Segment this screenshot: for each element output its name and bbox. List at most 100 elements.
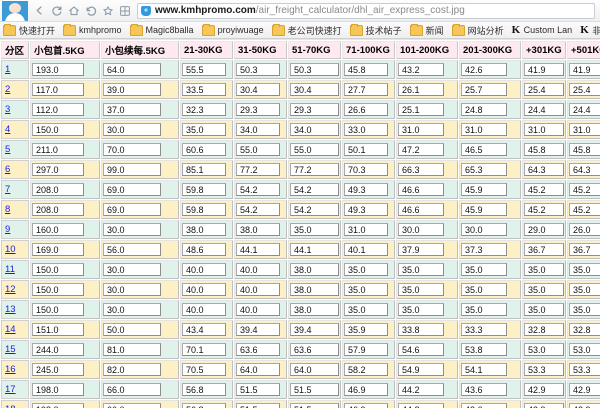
col-header-addl-half[interactable]: 小包续每.5KG [101, 41, 179, 59]
rate-cell: 45.8 [567, 140, 600, 159]
bookmark-item[interactable]: 网站分析 [451, 23, 504, 37]
col-header-201-300kg[interactable]: 201-300KG [459, 41, 521, 59]
bookmark-item[interactable]: 老公司快速打 [271, 23, 342, 37]
rate-value: 29.0 [524, 223, 564, 236]
zone-cell[interactable]: 8 [1, 200, 29, 219]
table-row: 12 150.0 30.0 40.0 40.0 38.0 35.0 35.0 35.0 35.0 3… [1, 280, 600, 299]
undo-icon[interactable] [82, 2, 99, 19]
rate-value: 35.0 [398, 283, 444, 296]
bookmark-item[interactable]: kmhpromo [63, 23, 122, 36]
rate-value: 45.8 [524, 143, 564, 156]
zone-cell[interactable]: 5 [1, 140, 29, 159]
rate-value: 30.0 [103, 223, 161, 236]
zone-link[interactable]: 14 [5, 324, 16, 335]
zone-cell[interactable]: 14 [1, 320, 29, 339]
zone-cell[interactable]: 3 [1, 100, 29, 119]
zone-cell[interactable]: 2 [1, 80, 29, 99]
zone-cell[interactable]: 11 [1, 260, 29, 279]
zone-link[interactable]: 1 [5, 64, 11, 75]
rate-value: 112.0 [32, 103, 84, 116]
rate-cell: 37.9 [396, 240, 458, 259]
zone-cell[interactable]: 7 [1, 180, 29, 199]
rate-value: 43.4 [182, 323, 226, 336]
rate-cell: 32.8 [567, 320, 600, 339]
rate-cell: 35.0 [180, 120, 233, 139]
apps-grid-icon[interactable] [116, 2, 133, 19]
zone-link[interactable]: 11 [5, 264, 15, 275]
col-header-71-100kg[interactable]: 71-100KG [342, 41, 395, 59]
rate-value: 50.1 [344, 143, 388, 156]
zone-link[interactable]: 2 [5, 84, 11, 95]
col-header-501kg[interactable]: +501KG [567, 41, 600, 59]
col-header-101-200kg[interactable]: 101-200KG [396, 41, 458, 59]
rate-value: 56.0 [103, 243, 161, 256]
col-header-first-half[interactable]: 小包首.5KG [30, 41, 100, 59]
zone-link[interactable]: 16 [5, 364, 16, 375]
rate-cell: 40.0 [234, 260, 287, 279]
refresh-icon[interactable] [48, 2, 65, 19]
zone-link[interactable]: 10 [5, 244, 16, 255]
zone-cell[interactable]: 16 [1, 360, 29, 379]
rate-value: 30.0 [398, 223, 444, 236]
bookmark-label: 老公司快速打 [287, 25, 342, 36]
bookmarks-bar: 快速打开 kmhpromo Magic8balla proyiwuage 老公司… [0, 22, 600, 39]
zone-link[interactable]: 13 [5, 304, 16, 315]
k-logo-icon: K [580, 23, 589, 36]
rate-value: 46.6 [398, 203, 444, 216]
zone-cell[interactable]: 13 [1, 300, 29, 319]
rate-cell: 150.0 [30, 120, 100, 139]
zone-cell[interactable]: 1 [1, 60, 29, 79]
zone-link[interactable]: 18 [5, 404, 16, 408]
bookmark-item[interactable]: K Custom Lan [512, 24, 573, 36]
rate-cell: 30.0 [101, 280, 179, 299]
col-header-301kg[interactable]: +301KG [522, 41, 566, 59]
zone-cell[interactable]: 4 [1, 120, 29, 139]
zone-link[interactable]: 15 [5, 344, 16, 355]
zone-link[interactable]: 4 [5, 124, 11, 135]
col-header-31-50kg[interactable]: 31-50KG [234, 41, 287, 59]
bookmark-item[interactable]: K非主流外贸业 [580, 24, 600, 37]
rate-cell: 44.2 [396, 380, 458, 399]
user-avatar[interactable] [2, 0, 28, 21]
zone-link[interactable]: 17 [5, 384, 16, 395]
zone-link[interactable]: 9 [5, 224, 11, 235]
zone-cell[interactable]: 10 [1, 240, 29, 259]
col-header-21-30kg[interactable]: 21-30KG [180, 41, 233, 59]
zone-link[interactable]: 12 [5, 284, 16, 295]
rate-value: 50.0 [103, 323, 161, 336]
zone-cell[interactable]: 18 [1, 400, 29, 408]
rate-cell: 29.3 [234, 100, 287, 119]
rate-value: 35.0 [182, 123, 226, 136]
rate-value: 82.0 [103, 363, 161, 376]
rate-cell: 63.6 [234, 340, 287, 359]
zone-link[interactable]: 3 [5, 104, 11, 115]
zone-link[interactable]: 7 [5, 184, 11, 195]
table-row: 7 208.0 69.0 59.8 54.2 54.2 49.3 46.6 45.9 45.2 45… [1, 180, 600, 199]
url-bar[interactable]: www.kmhpromo.com/air_freight_calculator/… [137, 2, 595, 19]
zone-cell[interactable]: 9 [1, 220, 29, 239]
rate-value: 56.8 [182, 403, 226, 408]
bookmark-item[interactable]: Magic8balla [129, 23, 194, 36]
rate-value: 25.1 [398, 103, 444, 116]
zone-link[interactable]: 6 [5, 164, 11, 175]
col-header-zone[interactable]: 分区 [1, 41, 29, 59]
zone-cell[interactable]: 17 [1, 380, 29, 399]
rate-value: 29.3 [290, 103, 339, 116]
zone-cell[interactable]: 6 [1, 160, 29, 179]
home-icon[interactable] [65, 2, 82, 19]
zone-cell[interactable]: 15 [1, 340, 29, 359]
zone-cell[interactable]: 12 [1, 280, 29, 299]
rate-value: 30.0 [103, 123, 161, 136]
back-icon[interactable] [31, 2, 48, 19]
col-header-51-70kg[interactable]: 51-70KG [288, 41, 341, 59]
rate-value: 50.3 [236, 63, 280, 76]
zone-link[interactable]: 8 [5, 204, 11, 215]
rate-cell: 32.3 [180, 100, 233, 119]
zone-link[interactable]: 5 [5, 144, 11, 155]
rate-cell: 25.4 [567, 80, 600, 99]
bookmark-item[interactable]: proyiwuage [201, 23, 264, 36]
bookmark-star-icon[interactable] [99, 2, 116, 19]
bookmark-item[interactable]: 快速打开 [3, 23, 55, 37]
bookmark-item[interactable]: 技术帖子 [349, 23, 402, 37]
bookmark-item[interactable]: 新闻 [409, 23, 444, 37]
